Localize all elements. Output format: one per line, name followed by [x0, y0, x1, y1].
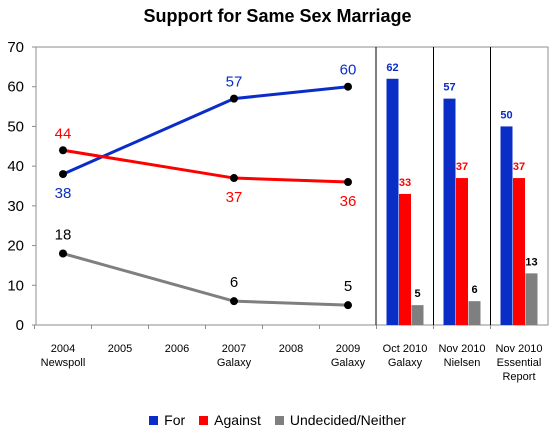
legend-swatch [199, 415, 209, 425]
legend-item: Undecided/Neither [274, 412, 406, 428]
x-tick-label: Nielsen [444, 357, 481, 369]
x-tick-label: Oct 2010 [383, 343, 428, 355]
bar-undecided-neither [525, 273, 538, 325]
x-tick-label: 2004 [51, 343, 75, 355]
bar-data-label: 37 [513, 161, 525, 173]
line-marker [344, 178, 352, 187]
line-marker [59, 170, 67, 179]
y-tick-label: 20 [7, 238, 24, 255]
bar-data-label: 62 [386, 62, 398, 74]
line-data-label: 5 [344, 278, 352, 295]
bar-for [500, 126, 513, 325]
bar-undecided-neither [468, 301, 481, 325]
legend-label: For [164, 412, 186, 428]
bar-for [443, 98, 456, 325]
line-for [62, 85, 349, 176]
x-tick-label: Nov 2010 [438, 343, 485, 355]
line-marker [230, 297, 238, 306]
bar-data-label: 33 [399, 177, 411, 189]
legend-item: Against [199, 412, 261, 428]
y-axis: 0 10 20 30 40 50 60 70 [7, 39, 36, 334]
y-tick-label: 50 [7, 118, 24, 135]
line-marker [59, 146, 67, 155]
line-marker [59, 249, 67, 258]
data-labels-group: 38 57 60 44 37 36 18 6 5 62 33 5 57 37 6 50 37 13 [55, 62, 538, 300]
chart-title: Support for Same Sex Marriage [143, 6, 412, 26]
x-tick-label: Galaxy [331, 357, 366, 369]
line-data-label: 44 [55, 125, 72, 142]
bar-for [386, 78, 399, 326]
x-tick-label: Galaxy [217, 357, 252, 369]
line-marker [230, 94, 238, 103]
y-tick-label: 60 [7, 79, 24, 96]
x-tick-label: 2006 [165, 343, 189, 355]
legend-label: Against [214, 412, 261, 428]
line-data-label: 37 [226, 189, 243, 206]
plot-frame [35, 46, 549, 326]
bar-data-label: 37 [456, 161, 468, 173]
bar-data-label: 13 [525, 256, 537, 268]
legend: For Against Undecided/Neither [0, 412, 555, 428]
x-tick-label: Essential [497, 357, 542, 369]
y-tick-label: 30 [7, 198, 24, 215]
bar-data-label: 5 [414, 288, 420, 300]
line-data-label: 38 [55, 185, 72, 202]
line-data-label: 6 [230, 274, 238, 291]
legend-swatch [274, 415, 284, 425]
x-tick-label: 2005 [108, 343, 132, 355]
bar-series-group [386, 78, 538, 326]
bar-data-label: 6 [471, 284, 477, 296]
legend-item: For [149, 412, 185, 428]
bar-data-label: 50 [500, 109, 512, 121]
line-marker [344, 82, 352, 91]
line-data-label: 60 [340, 62, 357, 79]
x-tick-label: 2008 [279, 343, 303, 355]
y-tick-label: 40 [7, 158, 24, 175]
bar-against [456, 178, 468, 325]
x-tick-label: Galaxy [388, 357, 423, 369]
legend-label: Undecided/Neither [289, 412, 406, 428]
bar-against [513, 178, 525, 325]
line-marker [344, 301, 352, 310]
x-axis: 2004 Newspoll 2005 2006 2007 Galaxy 2008 2009 Ga… [34, 325, 543, 383]
x-tick-label: 2009 [336, 343, 360, 355]
bar-undecided-neither [411, 305, 424, 325]
bar-against [399, 193, 411, 325]
y-tick-label: 10 [7, 277, 24, 294]
legend-swatch [149, 415, 159, 425]
x-tick-label: Report [502, 371, 535, 383]
line-data-label: 57 [226, 74, 243, 91]
line-marker [230, 174, 238, 183]
y-tick-label: 0 [16, 317, 24, 334]
y-tick-label: 70 [7, 39, 24, 56]
plot-border [35, 46, 549, 326]
line-data-label: 36 [340, 193, 357, 210]
bar-data-label: 57 [443, 82, 455, 94]
line-undecided-neither [62, 252, 349, 307]
line-data-label: 18 [55, 227, 72, 244]
x-tick-label: 2007 [222, 343, 246, 355]
x-tick-label: Nov 2010 [495, 343, 542, 355]
x-tick-label: Newspoll [41, 357, 86, 369]
line-series-group [59, 82, 352, 310]
